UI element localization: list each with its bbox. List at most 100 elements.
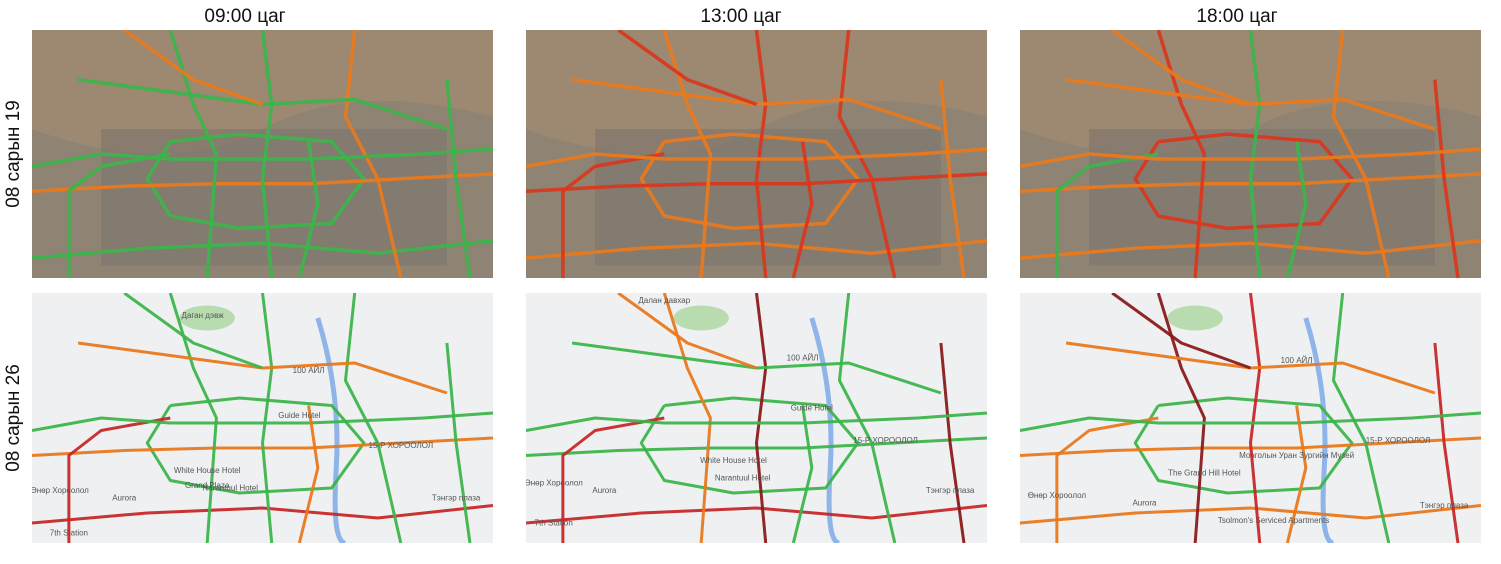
map-label: Өнөр Хороолол (1028, 491, 1087, 500)
road (1331, 293, 1391, 543)
map-label: Aurora (1132, 499, 1157, 508)
road (561, 152, 665, 278)
road (1111, 30, 1252, 107)
map-label: 7th Station (50, 529, 88, 538)
column-header: 13:00 цаг (700, 6, 781, 27)
road (168, 30, 219, 278)
map-label: Guide Hotel (278, 411, 320, 420)
road (1156, 30, 1207, 278)
road (639, 396, 860, 495)
row-header: 08 сарын 26 (3, 364, 24, 472)
road (32, 239, 493, 260)
road (297, 405, 320, 543)
road (260, 30, 274, 278)
road (939, 342, 966, 543)
road (1020, 239, 1481, 260)
road (791, 405, 814, 543)
road (526, 411, 987, 432)
map-label: Тэнгэр плаза (1420, 501, 1469, 510)
road (561, 416, 665, 543)
road (67, 416, 171, 543)
road (67, 152, 171, 278)
river (315, 317, 347, 543)
road (1156, 293, 1206, 543)
road (32, 411, 493, 432)
map-label: Монголын Уран Зургийн Музей (1239, 451, 1354, 460)
road (343, 293, 403, 543)
road (662, 30, 713, 278)
map-label: Grand Plaza (185, 481, 230, 490)
column-header: 18:00 цаг (1196, 6, 1277, 27)
road (617, 293, 758, 370)
road (168, 293, 218, 543)
road (32, 147, 493, 169)
road (1055, 416, 1159, 543)
road (123, 293, 264, 370)
map-label: Narantuul Hotel (202, 484, 258, 493)
road (1111, 293, 1252, 370)
park (179, 305, 235, 331)
road (343, 30, 403, 278)
road (445, 79, 472, 278)
road (445, 342, 472, 543)
road (32, 504, 493, 525)
road (1249, 293, 1262, 543)
road (939, 79, 966, 278)
map-label: Guide Hotel (791, 404, 833, 413)
road (261, 293, 274, 543)
map-label: Narantuul Hotel (715, 474, 771, 483)
satellite-map (1020, 30, 1481, 278)
map-label: The Grand Hill Hotel (1168, 469, 1241, 478)
terrain (32, 30, 493, 154)
terrain (1020, 30, 1481, 154)
map-label: 100 АЙЛ (1281, 356, 1313, 365)
map-label: 100 АЙЛ (787, 354, 819, 363)
terrain (526, 30, 987, 154)
road (1055, 152, 1159, 278)
park (673, 305, 729, 331)
road (1285, 141, 1308, 278)
park (1167, 305, 1223, 331)
road (526, 147, 987, 169)
road (145, 396, 366, 495)
road (526, 239, 987, 260)
street-map: 100 АЙЛ Монголын Уран Зургийн Музей The Gr… (1020, 293, 1481, 543)
street-map: Даган дэвж 100 АЙЛ Guide Hotel White House … (30, 293, 493, 543)
map-label: Даган дэвж (182, 311, 225, 320)
street-map: Далан давхар 100 АЙЛ Guide Hotel White Hous… (524, 293, 987, 543)
road (123, 30, 264, 107)
map-label: Tsolmon's Serviced Apartments (1218, 516, 1329, 525)
road (639, 132, 860, 231)
map-label: 7th Station (535, 519, 573, 528)
river (1303, 317, 1335, 543)
map-label: Өнөр Хороолол (524, 479, 583, 488)
map-label: Тэнгэр плаза (432, 494, 481, 503)
road (1020, 411, 1481, 432)
satellite-map (526, 30, 987, 278)
road (837, 30, 897, 278)
road (662, 293, 712, 543)
road (791, 141, 814, 278)
road (1020, 147, 1481, 169)
road (145, 132, 366, 231)
river (809, 317, 841, 543)
map-label: 15-Р ХОРООЛОЛ (853, 436, 918, 445)
road (617, 30, 758, 107)
map-label: Aurora (592, 486, 617, 495)
road (1331, 30, 1391, 278)
map-label: 100 АЙЛ (293, 366, 325, 375)
road (1285, 405, 1308, 543)
road (1020, 504, 1481, 525)
road (1133, 132, 1354, 231)
map-label: Өнөр Хороолол (30, 486, 89, 495)
column-header: 09:00 цаг (204, 6, 285, 27)
map-label: White House Hotel (174, 466, 241, 475)
map-label: Далан давхар (638, 296, 690, 305)
satellite-map (32, 30, 493, 278)
map-label: 15-Р ХОРООЛОЛ (1366, 436, 1431, 445)
road (1433, 79, 1460, 278)
road (1433, 342, 1460, 543)
map-label: Тэнгэр плаза (926, 486, 975, 495)
map-label: White House Hotel (700, 456, 767, 465)
